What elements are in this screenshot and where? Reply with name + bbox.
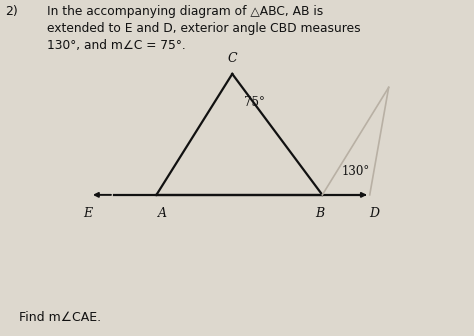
Text: 130°: 130° — [341, 165, 370, 178]
Text: 130°, and m∠C = 75°.: 130°, and m∠C = 75°. — [47, 39, 186, 52]
Text: D: D — [369, 207, 380, 220]
Text: In the accompanying diagram of △ABC, AB is: In the accompanying diagram of △ABC, AB … — [47, 5, 324, 18]
Text: C: C — [228, 52, 237, 65]
Text: A: A — [158, 207, 166, 220]
Text: E: E — [83, 207, 92, 220]
Text: 2): 2) — [5, 5, 18, 18]
Text: Find m∠CAE.: Find m∠CAE. — [19, 311, 101, 324]
Text: 75°: 75° — [244, 96, 265, 109]
Text: extended to E and D, exterior angle CBD measures: extended to E and D, exterior angle CBD … — [47, 22, 361, 35]
Text: B: B — [315, 207, 325, 220]
